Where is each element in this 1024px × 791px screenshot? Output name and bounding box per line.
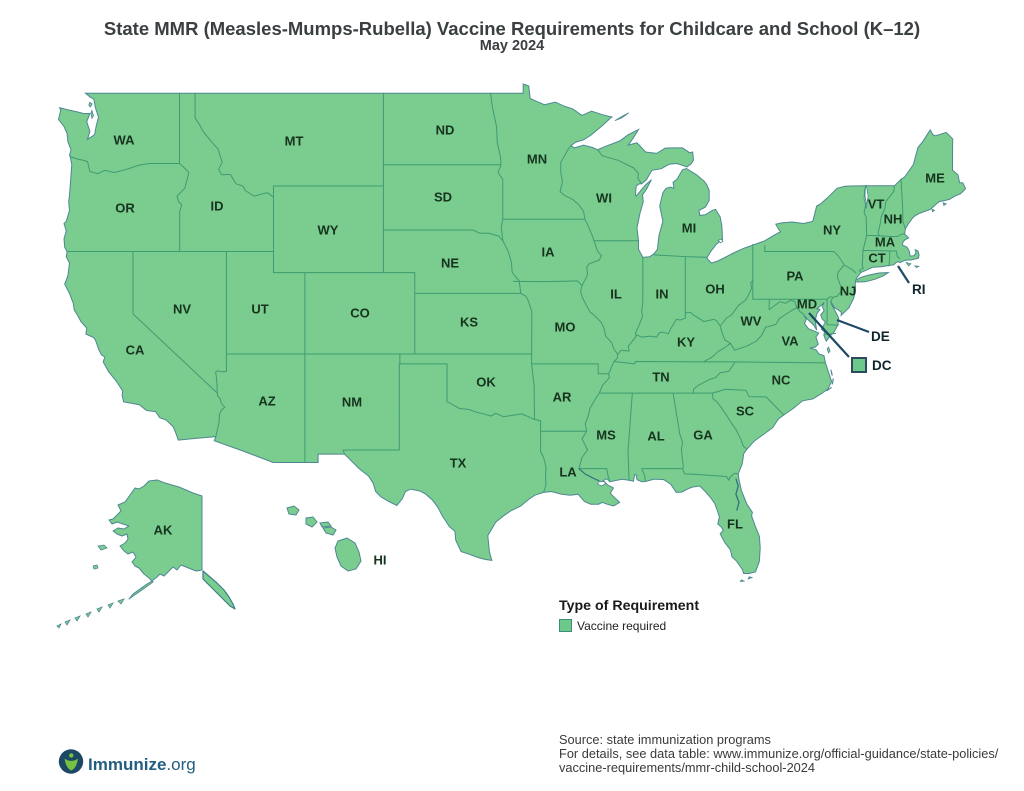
svg-text:NH: NH	[884, 212, 903, 227]
svg-text:NV: NV	[173, 302, 191, 317]
svg-text:ND: ND	[436, 123, 455, 138]
svg-text:HI: HI	[374, 553, 387, 568]
svg-text:CO: CO	[350, 306, 370, 321]
svg-text:VT: VT	[868, 197, 885, 212]
svg-text:WY: WY	[318, 223, 339, 238]
svg-text:OK: OK	[476, 375, 496, 390]
svg-text:MA: MA	[875, 235, 896, 250]
svg-text:WI: WI	[596, 191, 612, 206]
svg-text:AK: AK	[154, 523, 173, 538]
svg-text:KY: KY	[677, 335, 695, 350]
svg-text:MT: MT	[285, 134, 304, 149]
svg-text:MS: MS	[596, 428, 616, 443]
svg-text:WA: WA	[114, 133, 136, 148]
svg-text:MN: MN	[527, 152, 547, 167]
svg-text:NM: NM	[342, 395, 362, 410]
svg-text:VA: VA	[781, 334, 799, 349]
svg-text:MI: MI	[682, 221, 696, 236]
svg-text:DE: DE	[871, 329, 890, 344]
svg-text:SD: SD	[434, 190, 452, 205]
svg-text:RI: RI	[912, 282, 926, 297]
svg-text:OH: OH	[705, 282, 725, 297]
svg-text:WV: WV	[741, 314, 762, 329]
svg-text:IL: IL	[610, 287, 622, 302]
svg-text:CT: CT	[868, 251, 885, 266]
svg-text:SC: SC	[736, 404, 755, 419]
svg-text:TX: TX	[450, 456, 467, 471]
svg-text:NC: NC	[772, 373, 791, 388]
svg-text:DC: DC	[872, 358, 892, 373]
svg-text:CA: CA	[126, 343, 145, 358]
svg-text:AZ: AZ	[258, 394, 275, 409]
svg-text:NE: NE	[441, 256, 459, 271]
svg-text:FL: FL	[727, 517, 743, 532]
svg-text:KS: KS	[460, 315, 478, 330]
svg-text:TN: TN	[652, 370, 669, 385]
svg-text:ID: ID	[211, 199, 224, 214]
svg-text:PA: PA	[786, 269, 804, 284]
svg-text:OR: OR	[115, 201, 135, 216]
svg-text:UT: UT	[251, 302, 268, 317]
svg-text:NJ: NJ	[840, 284, 857, 299]
svg-text:AL: AL	[647, 429, 664, 444]
svg-text:GA: GA	[693, 428, 713, 443]
svg-text:AR: AR	[553, 390, 572, 405]
svg-text:LA: LA	[559, 465, 577, 480]
svg-text:MO: MO	[555, 320, 576, 335]
svg-text:IN: IN	[656, 287, 669, 302]
svg-text:MD: MD	[797, 297, 817, 312]
svg-text:IA: IA	[542, 245, 556, 260]
svg-text:ME: ME	[925, 171, 945, 186]
svg-text:NY: NY	[823, 223, 841, 238]
